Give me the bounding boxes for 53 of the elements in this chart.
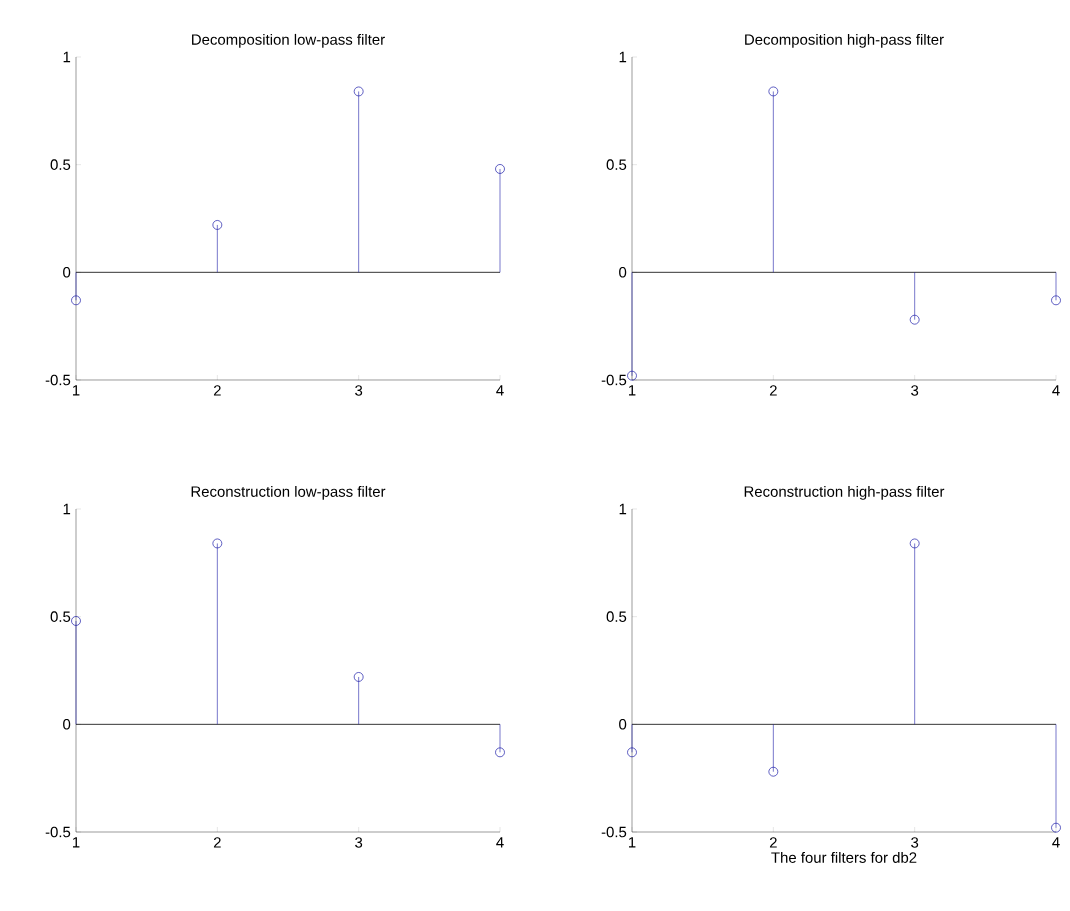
y-tick-label: 1 bbox=[619, 51, 627, 63]
point bbox=[627, 370, 637, 381]
y-tick-label: -0.5 bbox=[45, 826, 71, 838]
x-tick-label: 3 bbox=[911, 385, 919, 396]
y-tick-label: 0.5 bbox=[606, 159, 627, 170]
x-tick-label: 1 bbox=[72, 837, 80, 848]
point bbox=[495, 747, 505, 758]
point bbox=[909, 538, 920, 549]
y-tick-label: 0 bbox=[619, 719, 627, 730]
point bbox=[71, 616, 81, 626]
x-tick-label: 1 bbox=[72, 385, 80, 396]
x-tick-label: 2 bbox=[213, 837, 221, 848]
point bbox=[71, 295, 81, 306]
y-tick-label: -0.5 bbox=[601, 374, 627, 386]
y-tick-label: 0 bbox=[63, 719, 71, 730]
point bbox=[1051, 822, 1061, 833]
x-tick-label: 4 bbox=[1052, 385, 1060, 396]
y-tick-label: 0.5 bbox=[50, 159, 71, 170]
x-tick-label: 3 bbox=[911, 837, 919, 848]
point bbox=[495, 164, 505, 174]
x-tick-label: 2 bbox=[769, 837, 777, 848]
x-tick-label: 1 bbox=[628, 837, 636, 848]
point bbox=[1051, 295, 1061, 306]
point bbox=[353, 672, 364, 682]
x-tick-label: 2 bbox=[769, 385, 777, 396]
y-tick-label: 1 bbox=[63, 503, 71, 515]
x-tick-label: 4 bbox=[1052, 837, 1060, 848]
y-tick-label: 0 bbox=[63, 267, 71, 278]
y-tick-label: 0.5 bbox=[606, 611, 627, 622]
chart-title: Decomposition high-pass filter bbox=[745, 33, 944, 48]
point bbox=[212, 220, 223, 230]
x-tick-label: 4 bbox=[496, 837, 504, 848]
y-tick-label: 1 bbox=[63, 51, 71, 63]
y-tick-label: -0.5 bbox=[45, 374, 71, 386]
point bbox=[909, 314, 920, 325]
y-tick-label: 0.5 bbox=[50, 611, 71, 622]
y-tick-label: 1 bbox=[619, 503, 627, 515]
chart-title: Reconstruction low-pass filter bbox=[191, 485, 386, 500]
y-tick-label: 0 bbox=[619, 267, 627, 278]
x-tick-label: 2 bbox=[213, 385, 221, 396]
point bbox=[627, 747, 637, 758]
chart-title: Reconstruction high-pass filter bbox=[744, 485, 945, 500]
point bbox=[768, 86, 779, 97]
point bbox=[768, 766, 779, 777]
y-tick-label: -0.5 bbox=[601, 826, 627, 838]
chart-title: Decomposition low-pass filter bbox=[192, 33, 385, 48]
point bbox=[212, 538, 223, 549]
x-tick-label: 1 bbox=[628, 385, 636, 396]
point bbox=[353, 86, 364, 97]
x-tick-label: 4 bbox=[496, 385, 504, 396]
x-tick-label: 3 bbox=[355, 385, 363, 396]
x-axis-title: The four filters for db2 bbox=[771, 851, 917, 863]
x-tick-label: 3 bbox=[355, 837, 363, 848]
